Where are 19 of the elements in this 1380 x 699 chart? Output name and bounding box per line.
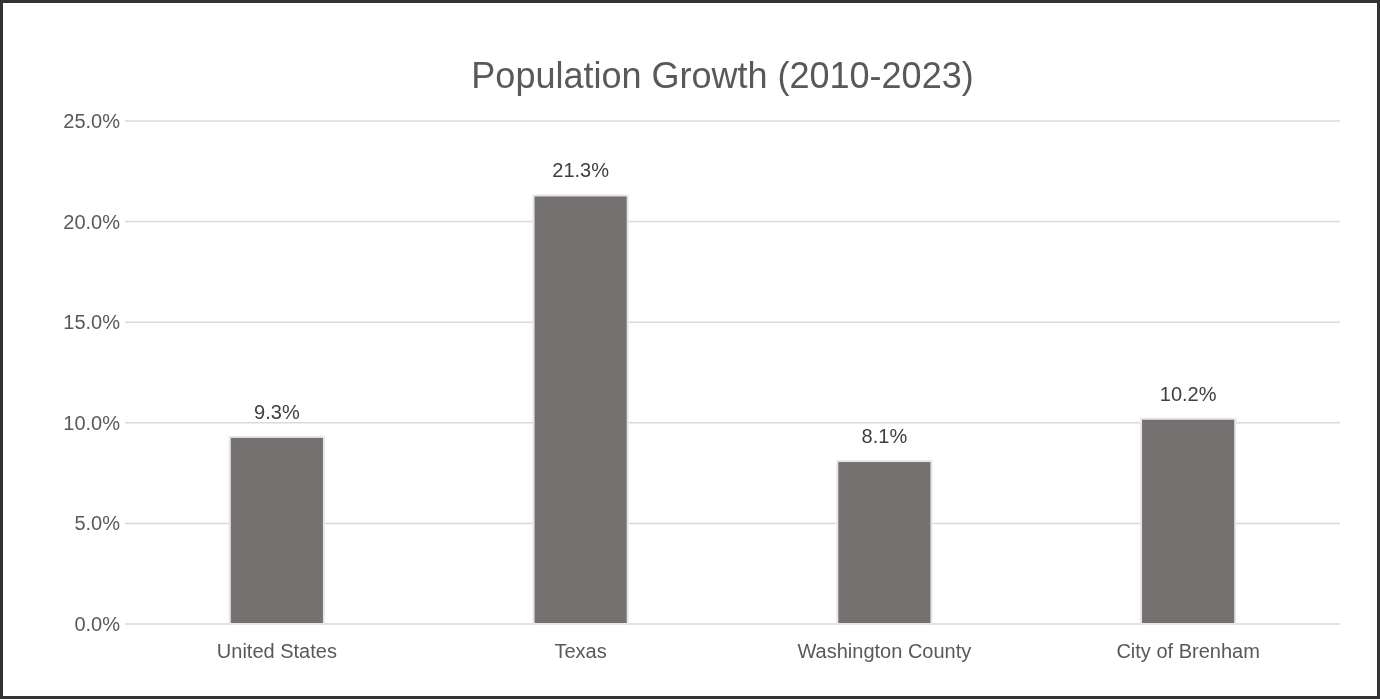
bar [228,435,325,625]
x-tick-label: Washington County [797,640,972,662]
y-tick-label: 10.0% [63,411,121,434]
x-tick-label: Texas [554,640,607,662]
bar [836,460,933,625]
data-label: 21.3% [552,159,610,182]
chart-title: Population Growth (2010-2023) [471,55,974,96]
y-tick-label: 15.0% [63,311,121,334]
bar [1140,417,1237,625]
data-label: 10.2% [1159,382,1217,405]
x-tick-label: United States [216,640,337,662]
bar [532,194,629,625]
y-tick-label: 25.0% [63,110,121,132]
x-tick-label: City of Brenham [1116,640,1260,662]
data-label: 9.3% [254,400,300,423]
data-label: 8.1% [861,425,908,448]
y-tick-label: 0.0% [74,613,121,635]
y-tick-label: 20.0% [63,210,121,233]
y-tick-label: 5.0% [74,512,121,535]
